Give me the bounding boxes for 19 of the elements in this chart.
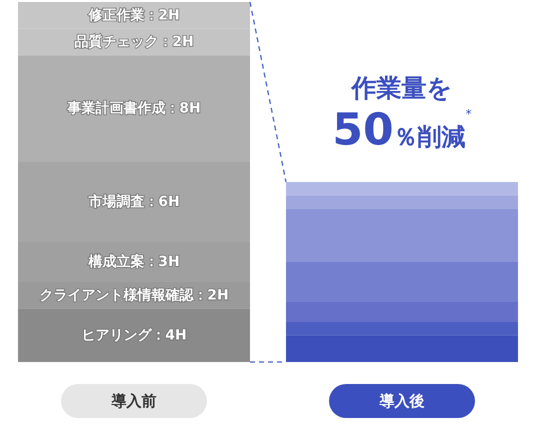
x-tick-label: 導入後 [378,392,424,410]
data-label: クライアント様情報確認：2H [39,286,229,304]
data-label: ヒアリング：4H [81,327,187,344]
x-tick-label: 導入前 [110,392,156,410]
bar [18,308,250,362]
annotation: 作業量を [350,74,452,102]
bar [286,195,518,209]
data-label: 事業計画書作成：8H [66,100,201,117]
bar [286,302,518,322]
data-label: 修正作業：2H [87,7,180,24]
bar [286,208,518,262]
data-label: 構成立案：3H [87,253,180,270]
data-label: 市場調査：6H [87,193,180,210]
bar [286,322,518,336]
bar [286,182,518,196]
bar [286,335,518,362]
bar [286,262,518,302]
annotation: 50％削減* [332,104,472,156]
data-label: 品質チェック：2H [74,33,194,50]
